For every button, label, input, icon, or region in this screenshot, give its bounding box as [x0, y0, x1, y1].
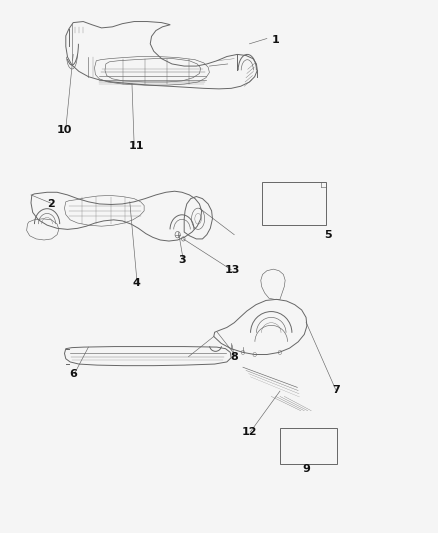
Bar	[280, 427, 336, 464]
Text: 6: 6	[69, 369, 77, 378]
Text: 13: 13	[224, 265, 240, 274]
Text: 8: 8	[230, 352, 238, 361]
Text: 1: 1	[272, 35, 279, 45]
Text: 9: 9	[302, 464, 310, 474]
Text: 10: 10	[57, 125, 72, 135]
Text: 3: 3	[178, 255, 186, 265]
Bar	[261, 182, 326, 225]
Text: 5: 5	[324, 230, 332, 240]
Text: 11: 11	[129, 141, 144, 151]
Text: 2: 2	[48, 199, 55, 209]
Text: 12: 12	[242, 427, 257, 437]
Text: 7: 7	[332, 384, 340, 394]
Text: 4: 4	[132, 278, 140, 288]
